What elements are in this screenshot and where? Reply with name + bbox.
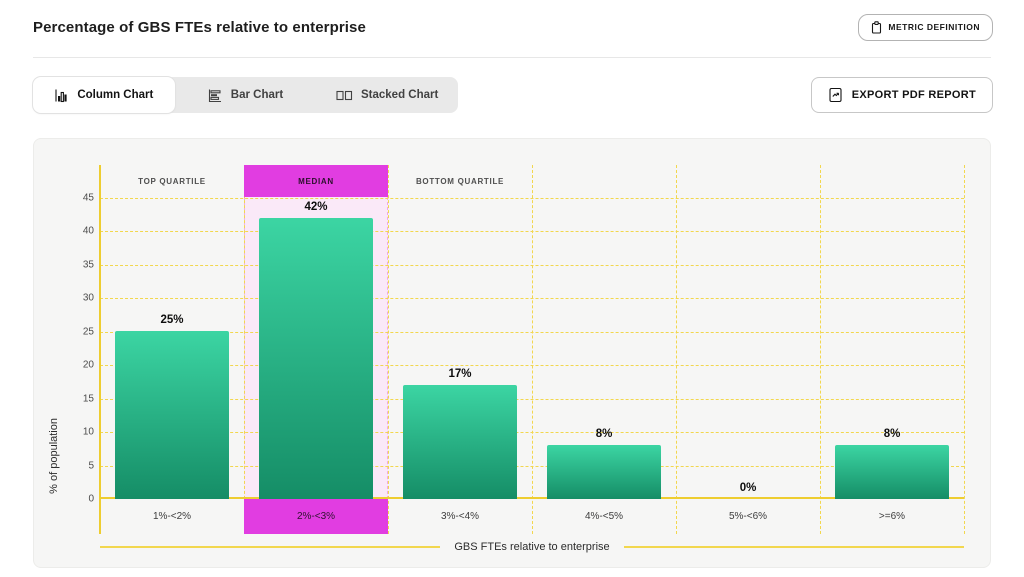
export-pdf-button[interactable]: EXPORT PDF REPORT xyxy=(810,77,993,113)
bar-value-label-1: 42% xyxy=(304,201,328,213)
column-boundary-4 xyxy=(676,165,677,534)
y-tick-label-10: 10 xyxy=(82,426,94,438)
clipboard-icon xyxy=(871,20,882,34)
y-axis-line xyxy=(99,165,101,534)
x-axis-title-row: GBS FTEs relative to enterprise xyxy=(100,539,964,555)
y-tick-label-40: 40 xyxy=(82,225,94,237)
column-boundary-3 xyxy=(532,165,533,534)
quartile-band-bottom-quartile: BOTTOM QUARTILE xyxy=(415,176,505,186)
x-axis-title-line-right xyxy=(623,546,964,548)
page-title: Percentage of GBS FTEs relative to enter… xyxy=(33,18,366,36)
tab-stacked-chart-label: Stacked Chart xyxy=(361,89,439,101)
y-tick-label-30: 30 xyxy=(82,292,94,304)
column-boundary-2 xyxy=(388,165,389,534)
category-label-2: 3%-<4% xyxy=(440,511,480,522)
bar-2%-<3%[interactable] xyxy=(259,218,373,499)
bar-value-label-3: 8% xyxy=(595,428,613,440)
bar->=6%[interactable] xyxy=(835,445,949,499)
tab-stacked-chart[interactable]: Stacked Chart xyxy=(316,77,458,113)
quartile-band-top-quartile: TOP QUARTILE xyxy=(138,176,206,186)
header-divider xyxy=(33,57,991,58)
x-axis-title: GBS FTEs relative to enterprise xyxy=(454,541,610,553)
bar-value-label-2: 17% xyxy=(448,368,472,380)
column-chart-icon xyxy=(54,88,69,103)
category-label-5: >=6% xyxy=(878,511,906,522)
metric-definition-label: METRIC DEFINITION xyxy=(888,22,980,32)
category-label-4: 5%-<6% xyxy=(728,511,768,522)
chart-panel: 0 5 10 15 20 25 30 35 40 45 TOP QUARTILE MEDIAN BOTT… xyxy=(33,138,991,568)
y-tick-label-35: 35 xyxy=(82,259,94,270)
quartile-band-median: MEDIAN xyxy=(244,165,388,197)
bar-value-label-5: 8% xyxy=(883,428,901,440)
y-tick-label-25: 25 xyxy=(82,326,94,337)
export-pdf-label: EXPORT PDF REPORT xyxy=(851,89,976,101)
bar-4%-<5%[interactable] xyxy=(547,445,661,499)
category-label-0: 1%-<2% xyxy=(152,511,192,522)
bar-chart-icon xyxy=(208,88,223,103)
tab-bar-chart[interactable]: Bar Chart xyxy=(175,77,317,113)
bar-value-label-4: 0% xyxy=(739,482,757,494)
bar-3%-<4%[interactable] xyxy=(403,385,517,499)
bar-value-label-0: 25% xyxy=(160,314,184,326)
y-tick-label-5: 5 xyxy=(88,460,94,471)
x-axis-title-line-left xyxy=(100,546,441,548)
x-axis-line xyxy=(99,497,964,499)
column-boundary-6 xyxy=(964,165,965,534)
column-boundary-5 xyxy=(820,165,821,534)
export-document-icon xyxy=(828,87,843,103)
category-label-1: 2%-<3% xyxy=(244,499,388,534)
chart-toolbar: Column Chart Bar Chart Stacked Chart xyxy=(33,77,993,113)
y-tick-label-20: 20 xyxy=(82,359,94,371)
page-header: Percentage of GBS FTEs relative to enter… xyxy=(33,6,993,48)
chart-type-tabs: Column Chart Bar Chart Stacked Chart xyxy=(33,77,458,113)
column-boundary-1 xyxy=(244,165,245,534)
y-axis-title: % of population xyxy=(48,418,60,494)
bar-1%-<2%[interactable] xyxy=(115,331,229,499)
stacked-chart-icon xyxy=(336,89,353,102)
y-tick-label-45: 45 xyxy=(82,192,94,203)
tab-column-chart-label: Column Chart xyxy=(77,89,154,101)
y-tick-label-15: 15 xyxy=(82,393,94,404)
metric-definition-button[interactable]: METRIC DEFINITION xyxy=(858,13,993,41)
category-label-3: 4%-<5% xyxy=(584,511,624,522)
tab-column-chart[interactable]: Column Chart xyxy=(33,77,175,113)
tab-bar-chart-label: Bar Chart xyxy=(230,89,284,101)
y-tick-label-0: 0 xyxy=(88,493,94,505)
